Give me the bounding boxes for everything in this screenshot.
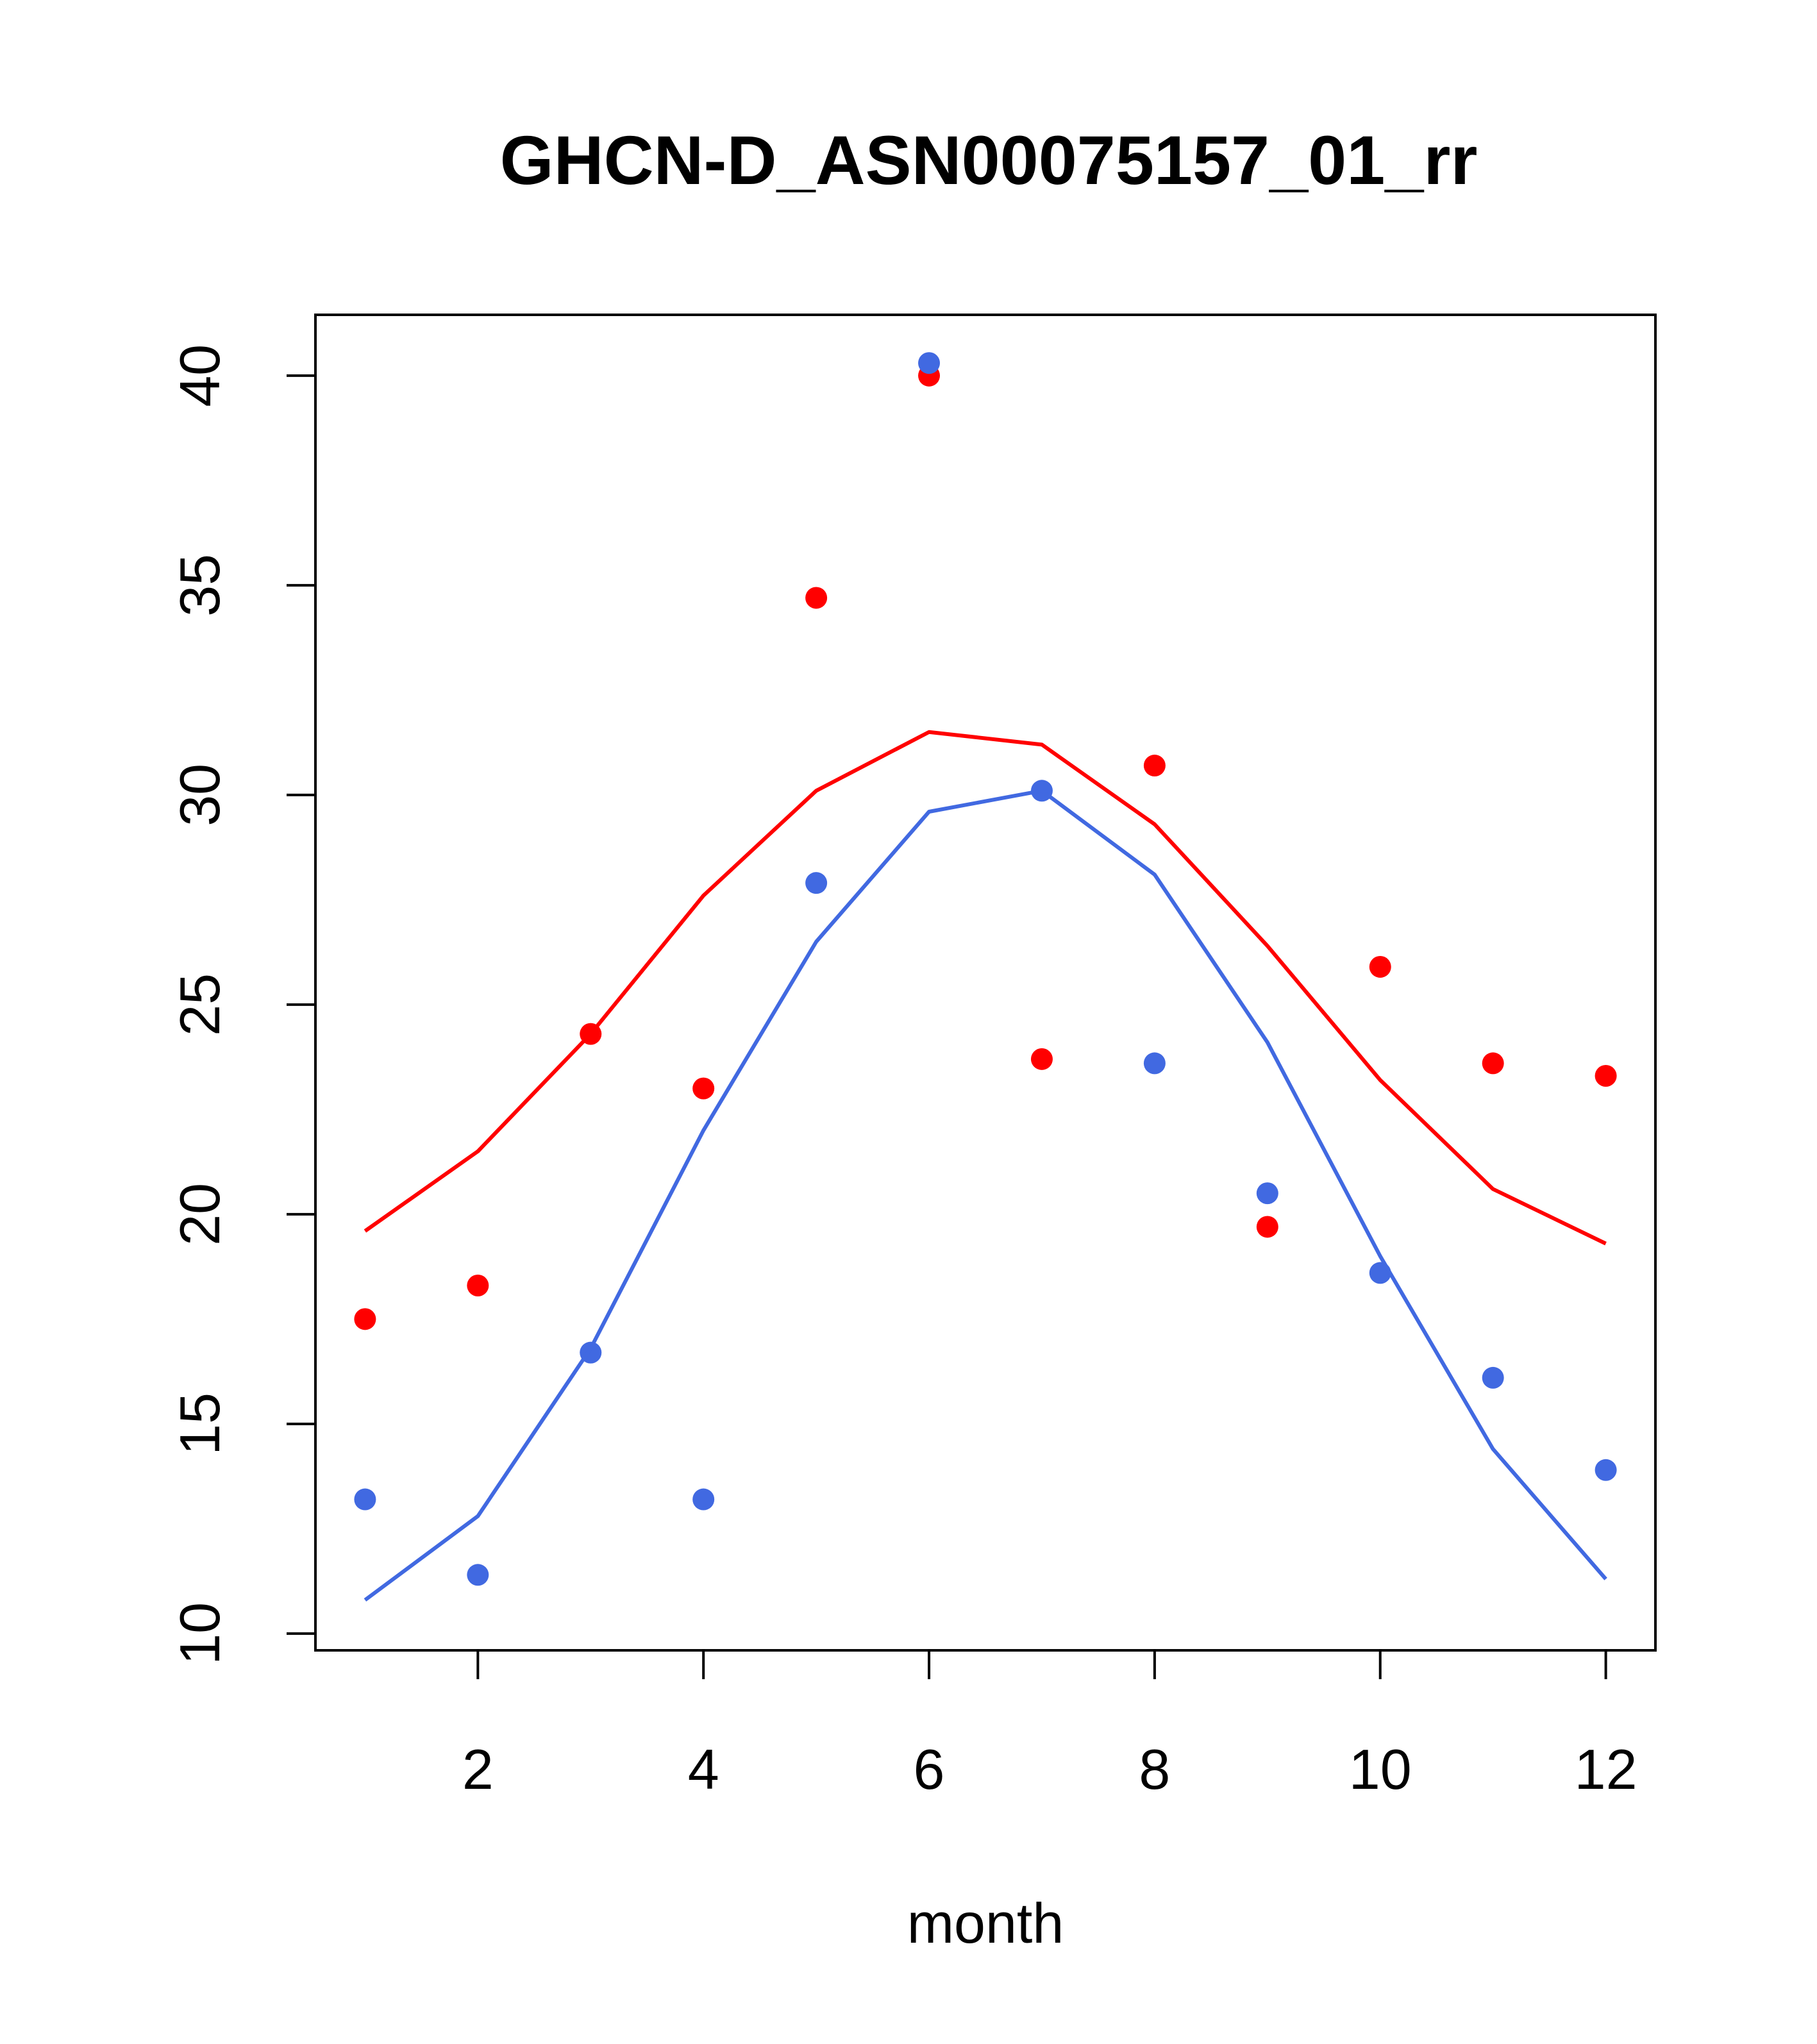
blue-point <box>692 1488 715 1511</box>
red-point <box>1482 1052 1504 1075</box>
red-point <box>805 587 828 609</box>
blue-point <box>1256 1182 1278 1205</box>
y-tick-label: 15 <box>168 1393 231 1455</box>
red-point <box>1143 755 1166 777</box>
red-point <box>1030 1048 1053 1070</box>
red-point <box>1369 955 1391 978</box>
blue-point <box>918 352 941 374</box>
blue-point <box>1595 1459 1617 1481</box>
y-tick-label: 40 <box>168 344 231 407</box>
series-red-line <box>364 730 1607 1246</box>
blue-point <box>467 1564 489 1586</box>
red-point <box>1256 1216 1278 1238</box>
red-point <box>692 1077 715 1100</box>
x-axis: 2 4 6 8 10 12 <box>462 1649 1637 1801</box>
blue-point <box>1143 1052 1166 1075</box>
y-tick-label: 25 <box>168 973 231 1036</box>
red-point <box>354 1308 376 1330</box>
x-tick-label: 12 <box>1575 1738 1637 1801</box>
series-layer <box>354 352 1617 1602</box>
y-tick-label: 35 <box>168 554 231 617</box>
y-axis: 10 15 20 25 30 35 40 <box>168 344 317 1665</box>
chart-title: GHCN-D_ASN00075157_01_rr <box>500 121 1478 199</box>
series-blue-points <box>354 352 1617 1586</box>
x-axis-label: month <box>907 1891 1064 1955</box>
red-point <box>1595 1065 1617 1087</box>
blue-point <box>1482 1366 1504 1389</box>
red-line <box>364 730 1607 1246</box>
x-tick-label: 2 <box>462 1738 494 1801</box>
blue-line <box>364 789 1607 1602</box>
x-tick-label: 8 <box>1139 1738 1170 1801</box>
red-point <box>467 1275 489 1297</box>
y-tick-label: 10 <box>168 1602 231 1665</box>
x-tick-label: 4 <box>688 1738 719 1801</box>
y-tick-label: 30 <box>168 764 231 826</box>
series-blue-line <box>364 789 1607 1602</box>
x-tick-label: 10 <box>1349 1738 1412 1801</box>
y-tick-label: 20 <box>168 1183 231 1246</box>
blue-point <box>805 872 828 894</box>
blue-point <box>354 1488 376 1511</box>
x-tick-label: 6 <box>914 1738 945 1801</box>
